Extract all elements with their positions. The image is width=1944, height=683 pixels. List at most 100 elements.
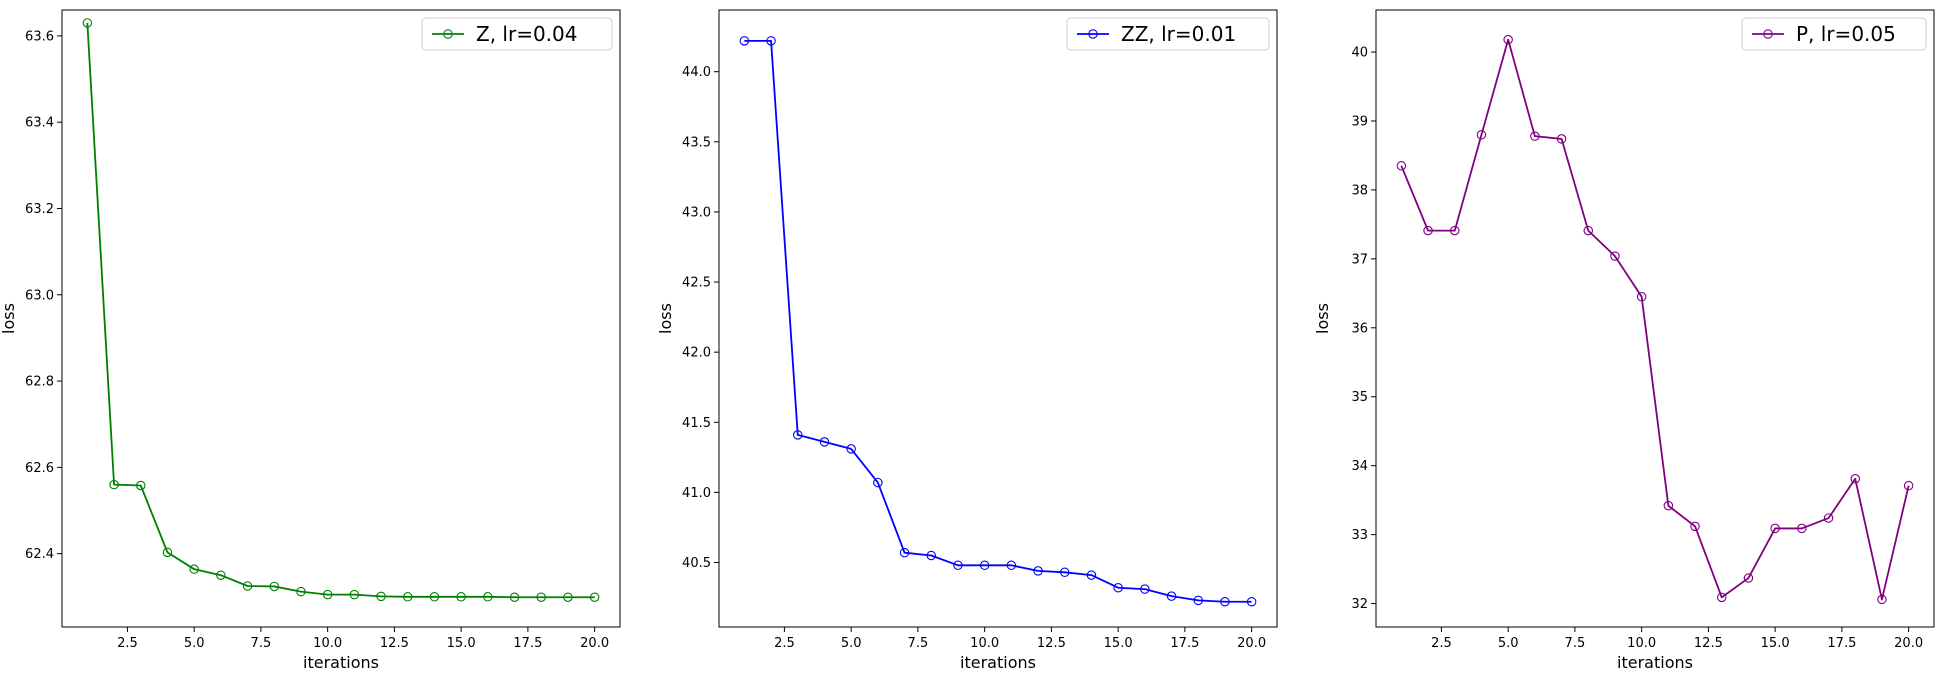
data-point [1423,225,1433,236]
y-axis-label: loss [0,303,18,334]
data-point [136,480,146,491]
y-tick-label: 35 [1351,390,1368,405]
data-point [1823,513,1834,523]
legend-box [421,17,613,51]
data-point [1113,582,1123,593]
x-tick-label: 7.5 [1565,636,1586,651]
data-point [1877,594,1887,605]
data-point [322,589,333,600]
data-point [899,547,910,558]
data-point [1450,225,1460,236]
y-tick-label: 63.2 [25,202,54,217]
y-tick-label: 63.4 [25,116,54,131]
data-point [82,18,93,28]
data-point [563,592,573,602]
data-point [1006,560,1017,571]
data-point [1583,225,1594,236]
legend: P, lr=0.05 [1741,17,1927,51]
y-tick-label: 63.6 [25,29,54,44]
data-point [109,479,119,490]
data-point [873,477,883,488]
data-point [793,430,803,440]
chart-panel-1: 2.5 5.0 7.5 10.0 12.5 15.0 17.5 20.0 62.4 62.6 62.… [0,9,621,672]
y-axis-label: loss [1313,303,1332,334]
plot-frame [61,9,621,628]
plot-frame [1375,9,1935,628]
x-tick-label: 17.5 [513,636,542,651]
data-point [1246,597,1257,607]
x-tick-label: 5.0 [184,636,205,651]
x-axis-label: iterations [303,653,379,672]
data-point [1396,161,1407,171]
data-point [242,581,253,591]
data-point [1797,523,1807,534]
data-point [189,564,199,574]
y-tick-label: 40.5 [682,556,711,571]
legend-label: Z, lr=0.04 [476,22,577,46]
plot-frame [718,9,1278,628]
series-line [86,22,595,599]
legend-marker [1763,29,1773,39]
chart-panel-3: 2.5 5.0 7.5 10.0 12.5 15.0 17.5 20.0 32 33 34 35 36 3… [1313,9,1935,672]
y-tick-label: 41.0 [682,486,711,501]
x-tick-label: 15.0 [1104,636,1133,651]
legend-marker [1088,29,1098,39]
legend-box [1741,17,1927,51]
data-point [456,592,466,602]
x-tick-label: 10.0 [313,636,342,651]
y-tick-label: 63.0 [25,288,54,303]
legend: Z, lr=0.04 [421,17,613,51]
y-tick-label: 62.6 [25,461,54,476]
data-point [1663,500,1674,511]
data-point [376,591,386,602]
data-point [979,560,990,571]
series-line [1400,38,1910,601]
data-point [1610,251,1620,261]
data-point [483,592,493,602]
y-tick-label: 32 [1351,597,1368,612]
data-point [1503,34,1513,45]
x-tick-label: 17.5 [1170,636,1199,651]
x-tick-label: 20.0 [1894,636,1923,651]
legend: ZZ, lr=0.01 [1066,17,1270,51]
data-point [766,36,776,46]
data-point [269,581,280,592]
x-axis-label: iterations [960,653,1036,672]
y-tick-label: 34 [1351,459,1368,474]
x-tick-label: 2.5 [1431,636,1452,651]
x-tick-label: 10.0 [970,636,999,651]
x-tick-label: 17.5 [1827,636,1856,651]
data-point [1033,566,1043,576]
x-tick-label: 12.5 [380,636,409,651]
data-point [1476,130,1487,140]
data-point [1636,292,1647,302]
data-point [296,586,306,597]
data-point [402,592,413,602]
data-point [1716,592,1727,603]
x-tick-label: 2.5 [774,636,795,651]
data-point [1743,573,1754,583]
data-point [846,444,856,454]
y-tick-label: 42.5 [682,276,711,291]
x-tick-label: 10.0 [1627,636,1656,651]
x-tick-label: 7.5 [908,636,929,651]
x-tick-label: 5.0 [1498,636,1519,651]
x-tick-label: 15.0 [447,636,476,651]
data-point [589,592,600,602]
x-tick-label: 7.5 [251,636,272,651]
data-point [1140,584,1150,594]
y-tick-label: 41.5 [682,416,711,431]
y-tick-label: 62.4 [25,547,54,562]
data-point [1850,474,1860,484]
data-point [1166,591,1177,601]
data-point [739,36,750,46]
y-tick-label: 36 [1351,321,1368,336]
y-tick-label: 40 [1351,46,1368,61]
data-point [819,437,830,447]
data-point [1193,595,1203,606]
data-point [216,570,226,580]
y-tick-label: 38 [1351,183,1368,198]
data-point [1556,134,1567,144]
x-tick-label: 20.0 [1237,636,1266,651]
